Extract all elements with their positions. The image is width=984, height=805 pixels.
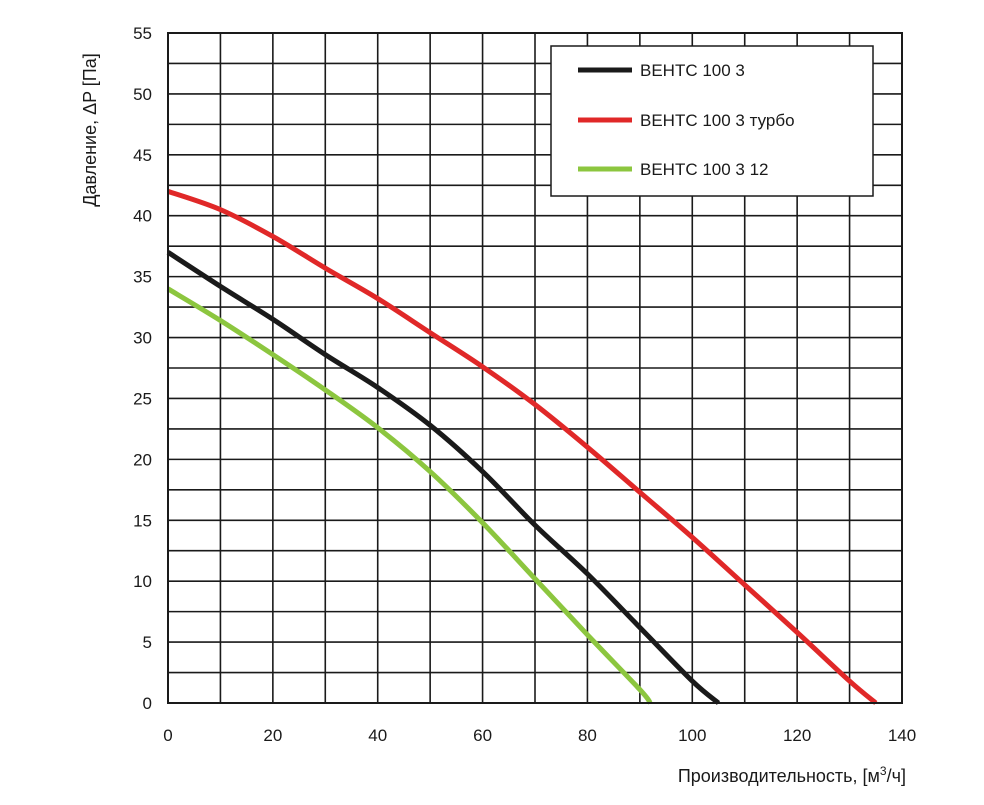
series-line-vents-100-3 [166,250,721,705]
y-tick-labels: 0 5 10 15 20 25 30 35 40 45 50 55 [133,24,152,713]
y-tick-label: 55 [133,24,152,43]
plot-frame [167,32,903,704]
legend-label-vents-100-3-turbo: ВЕНТС 100 3 турбо [640,111,795,130]
y-axis-title: Давление, ΔP [Па] [80,53,100,207]
y-tick-label: 25 [133,389,152,408]
x-tick-label: 0 [163,726,172,745]
x-tick-label: 140 [888,726,916,745]
y-tick-label: 35 [133,268,152,287]
x-tick-label: 20 [263,726,282,745]
y-tick-label: 40 [133,207,152,226]
y-tick-label: 15 [133,511,152,530]
x-tick-labels: 0 20 40 60 80 100 120 140 [163,726,916,745]
x-tick-label: 40 [368,726,387,745]
y-tick-label: 10 [133,572,152,591]
x-tick-label: 100 [678,726,706,745]
y-tick-label: 20 [133,450,152,469]
x-axis-title: Производительность, [м3/ч] [678,764,906,786]
x-tick-label: 120 [783,726,811,745]
x-tick-label: 80 [578,726,597,745]
y-tick-label: 30 [133,329,152,348]
series-line-vents-100-3-turbo [167,189,878,705]
y-tick-label: 0 [143,694,152,713]
series-line-vents-100-3-12 [166,286,653,705]
y-tick-label: 50 [133,85,152,104]
legend: ВЕНТС 100 3 ВЕНТС 100 3 турбо ВЕНТС 100 … [550,45,874,197]
x-tick-label: 60 [473,726,492,745]
legend-label-vents-100-3: ВЕНТС 100 3 [640,61,745,80]
legend-label-vents-100-3-12: ВЕНТС 100 3 12 [640,160,769,179]
y-tick-label: 45 [133,146,152,165]
series-lines [166,189,878,705]
y-tick-label: 5 [143,633,152,652]
